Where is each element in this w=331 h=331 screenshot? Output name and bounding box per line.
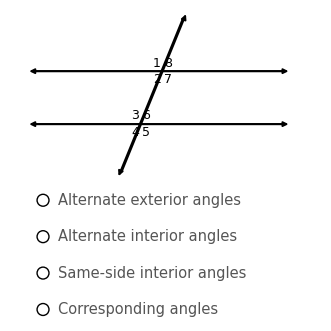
Text: Corresponding angles: Corresponding angles — [58, 302, 218, 317]
Text: 4: 4 — [131, 126, 139, 139]
Text: 1: 1 — [153, 57, 161, 70]
Text: 6: 6 — [142, 110, 150, 122]
Text: Alternate exterior angles: Alternate exterior angles — [58, 193, 241, 208]
Text: Alternate interior angles: Alternate interior angles — [58, 229, 237, 244]
Text: 3: 3 — [131, 110, 139, 122]
Text: 2: 2 — [153, 73, 161, 86]
Text: 5: 5 — [142, 126, 150, 139]
Text: 8: 8 — [164, 57, 172, 70]
Text: Same-side interior angles: Same-side interior angles — [58, 265, 246, 281]
Text: 7: 7 — [164, 73, 172, 86]
